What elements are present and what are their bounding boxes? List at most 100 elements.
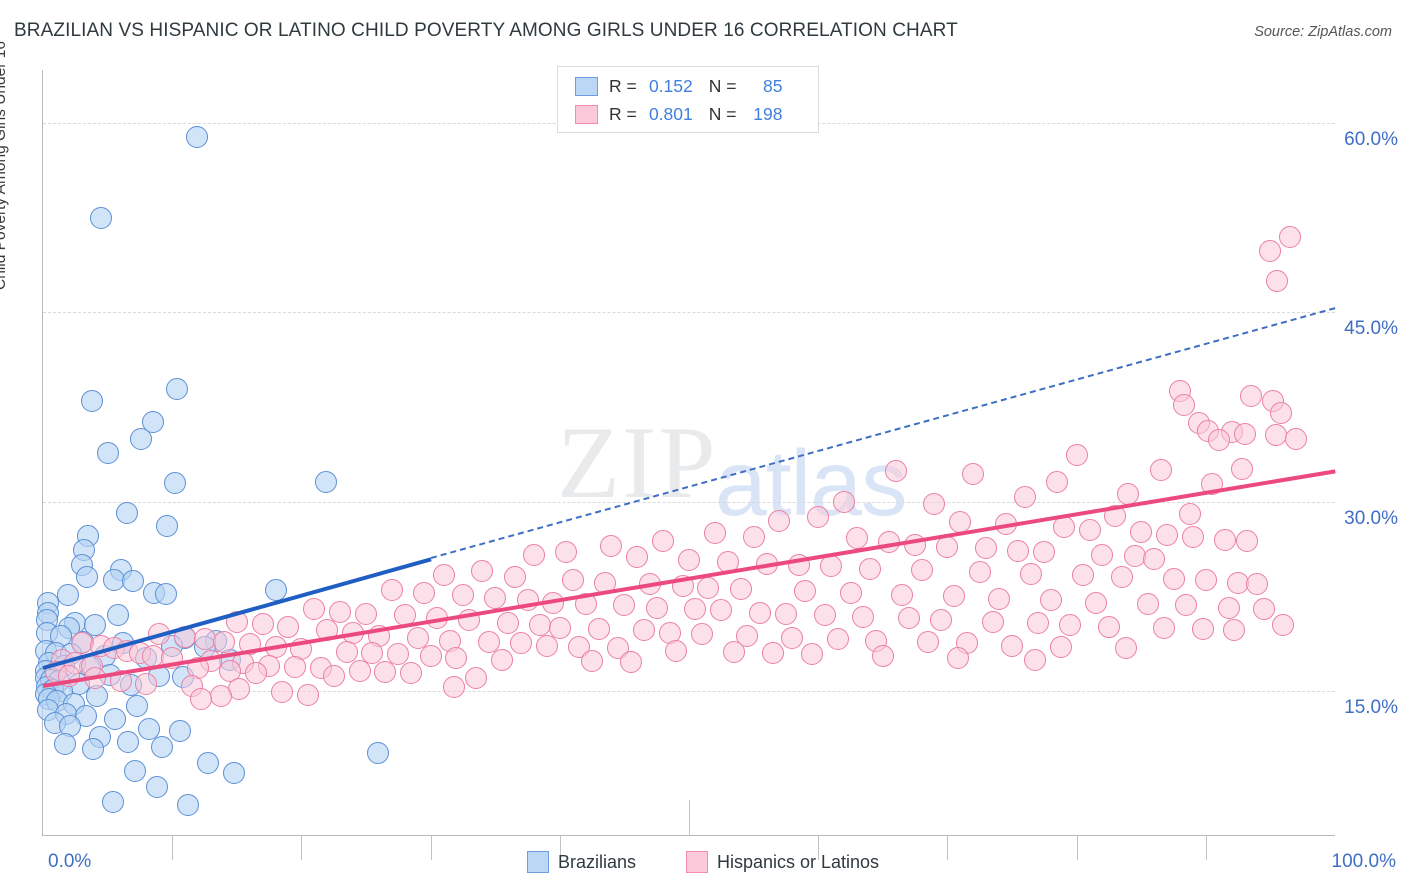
scatter-point: [1114, 637, 1137, 660]
scatter-point: [109, 669, 132, 692]
scatter-point: [929, 609, 952, 632]
scatter-point: [574, 592, 597, 615]
scatter-point: [225, 610, 248, 633]
scatter-point: [522, 543, 545, 566]
y-tick-label: 30.0%: [1344, 507, 1398, 529]
scatter-point: [166, 378, 189, 401]
scatter-point: [910, 558, 933, 581]
scatter-point: [613, 594, 636, 617]
scatter-point: [1136, 592, 1159, 615]
scatter-point: [168, 720, 191, 743]
scatter-point: [761, 642, 784, 665]
scatter-point: [101, 791, 124, 814]
scatter-point: [581, 649, 604, 672]
scatter-point: [716, 551, 739, 574]
scatter-point: [374, 661, 397, 684]
scatter-point: [471, 560, 494, 583]
n-label-blue: N =: [708, 75, 737, 96]
scatter-point: [451, 584, 474, 607]
scatter-point: [968, 561, 991, 584]
scatter-point: [81, 389, 104, 412]
stats-row-brazilians: R = 0.152 N = 85: [558, 72, 818, 100]
scatter-point: [1050, 635, 1073, 658]
brazilians-swatch-icon: [575, 76, 598, 96]
scatter-point: [1084, 591, 1107, 614]
scatter-point: [329, 600, 352, 623]
scatter-point: [442, 676, 465, 699]
scatter-point: [723, 640, 746, 663]
scatter-point: [1033, 541, 1056, 564]
scatter-point: [96, 441, 119, 464]
scatter-point: [703, 522, 726, 545]
scatter-point: [1078, 518, 1101, 541]
scatter-point: [594, 571, 617, 594]
scatter-point: [426, 606, 449, 629]
y-tick-label: 60.0%: [1344, 129, 1398, 151]
scatter-point: [277, 615, 300, 638]
y-tick-label: 45.0%: [1344, 318, 1398, 340]
scatter-point: [1007, 539, 1030, 562]
scatter-point: [548, 616, 571, 639]
scatter-point: [942, 585, 965, 608]
scatter-point: [185, 125, 208, 148]
scatter-point: [490, 648, 513, 671]
scatter-point: [458, 609, 481, 632]
gridline-300: [43, 501, 1335, 503]
scatter-point: [1001, 634, 1023, 657]
hispanics-swatch-icon: [575, 104, 598, 124]
scatter-point: [1259, 239, 1282, 262]
stats-row-hispanics: R = 0.801 N = 198: [558, 100, 818, 128]
legend-item-brazilians[interactable]: Brazilians: [526, 851, 636, 873]
scatter-point: [432, 563, 455, 586]
scatter-point: [949, 510, 972, 533]
scatter-point: [75, 566, 98, 589]
scatter-point: [53, 733, 76, 756]
scatter-point: [1143, 547, 1166, 570]
scatter-point: [774, 603, 797, 626]
scatter-point: [671, 575, 694, 598]
scatter-point: [529, 614, 552, 637]
scatter-point: [348, 659, 371, 682]
scatter-point: [1269, 402, 1292, 425]
source-attribution: Source: ZipAtlas.com: [1254, 24, 1392, 40]
scatter-point: [871, 644, 894, 667]
scatter-point: [845, 527, 868, 550]
scatter-point: [833, 490, 856, 513]
scatter-point: [1039, 589, 1062, 612]
scatter-point: [561, 569, 584, 591]
scatter-point: [1091, 543, 1114, 566]
scatter-point: [1179, 503, 1202, 526]
scatter-point: [141, 411, 164, 434]
scatter-point: [283, 656, 306, 679]
scatter-point: [852, 605, 875, 628]
scatter-point: [516, 589, 539, 612]
x-tick-mark: [1076, 836, 1078, 860]
scatter-point: [897, 606, 920, 629]
scatter-point: [271, 681, 294, 704]
scatter-point: [742, 526, 765, 549]
scatter-point: [104, 707, 127, 730]
y-axis-title: Child Poverty Among Girls Under 16: [0, 41, 9, 290]
scatter-point: [975, 537, 998, 560]
scatter-point: [936, 536, 959, 559]
scatter-point: [697, 576, 720, 599]
scatter-point: [223, 762, 246, 785]
x-tick-mark: [301, 836, 303, 860]
scatter-point: [210, 685, 233, 708]
scatter-point: [736, 624, 759, 647]
scatter-point: [387, 643, 410, 666]
scatter-point: [891, 584, 914, 607]
scatter-point: [1065, 444, 1088, 467]
scatter-point: [923, 493, 946, 516]
scatter-point: [1097, 615, 1120, 638]
x-axis-line: [42, 835, 1335, 836]
scatter-point: [189, 687, 212, 710]
r-value-blue: 0.152: [648, 75, 693, 96]
legend-item-hispanics[interactable]: Hispanics or Latinos: [685, 851, 879, 873]
scatter-point: [1110, 566, 1133, 589]
scatter-point: [1265, 269, 1288, 292]
scatter-point: [768, 509, 791, 532]
scatter-point: [122, 570, 145, 593]
scatter-point: [251, 613, 274, 636]
scatter-point: [1072, 563, 1095, 586]
